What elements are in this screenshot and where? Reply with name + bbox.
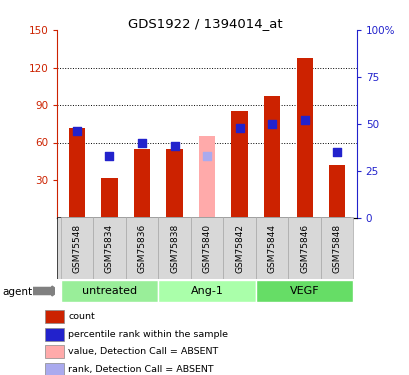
Text: Ang-1: Ang-1	[190, 286, 223, 296]
Text: GSM75844: GSM75844	[267, 224, 276, 273]
Bar	[69, 128, 85, 218]
Bar	[133, 149, 150, 217]
Bar	[328, 165, 344, 218]
Bar	[255, 280, 353, 302]
Bar	[231, 111, 247, 218]
Text: value, Detection Call = ABSENT: value, Detection Call = ABSENT	[68, 347, 218, 356]
Text: rank, Detection Call = ABSENT: rank, Detection Call = ABSENT	[68, 365, 213, 374]
Bar	[45, 328, 64, 341]
Bar	[288, 217, 320, 279]
Text: GDS1922 / 1394014_at: GDS1922 / 1394014_at	[127, 17, 282, 30]
Bar	[255, 217, 288, 279]
Bar	[93, 217, 126, 279]
Point	[203, 153, 210, 159]
Text: percentile rank within the sample: percentile rank within the sample	[68, 330, 227, 339]
Bar	[61, 280, 158, 302]
Bar	[45, 363, 64, 375]
Bar	[190, 217, 223, 279]
Bar	[45, 345, 64, 358]
Point	[333, 149, 339, 155]
Point	[268, 121, 275, 127]
Bar	[61, 217, 93, 279]
Text: GSM75842: GSM75842	[234, 224, 243, 273]
Bar	[166, 149, 182, 217]
Bar	[158, 280, 255, 302]
FancyArrow shape	[33, 286, 58, 296]
Point	[138, 140, 145, 146]
Text: count: count	[68, 312, 94, 321]
Text: GSM75548: GSM75548	[72, 224, 81, 273]
Bar	[45, 310, 64, 323]
Text: GSM75836: GSM75836	[137, 224, 146, 273]
Bar	[223, 217, 255, 279]
Text: GSM75834: GSM75834	[105, 224, 114, 273]
Bar	[158, 217, 190, 279]
Text: GSM75840: GSM75840	[202, 224, 211, 273]
Bar	[101, 177, 117, 218]
Point	[74, 128, 80, 134]
Bar	[126, 217, 158, 279]
Bar	[296, 57, 312, 217]
Bar	[198, 136, 215, 218]
Point	[106, 153, 112, 159]
Bar	[263, 96, 280, 218]
Text: GSM75848: GSM75848	[332, 224, 341, 273]
Text: agent: agent	[2, 287, 32, 297]
Text: untreated: untreated	[82, 286, 137, 296]
Text: VEGF: VEGF	[289, 286, 319, 296]
Point	[301, 117, 307, 123]
Point	[171, 143, 178, 149]
Bar	[320, 217, 353, 279]
Text: GSM75838: GSM75838	[170, 224, 179, 273]
Text: GSM75846: GSM75846	[299, 224, 308, 273]
Point	[236, 124, 242, 130]
